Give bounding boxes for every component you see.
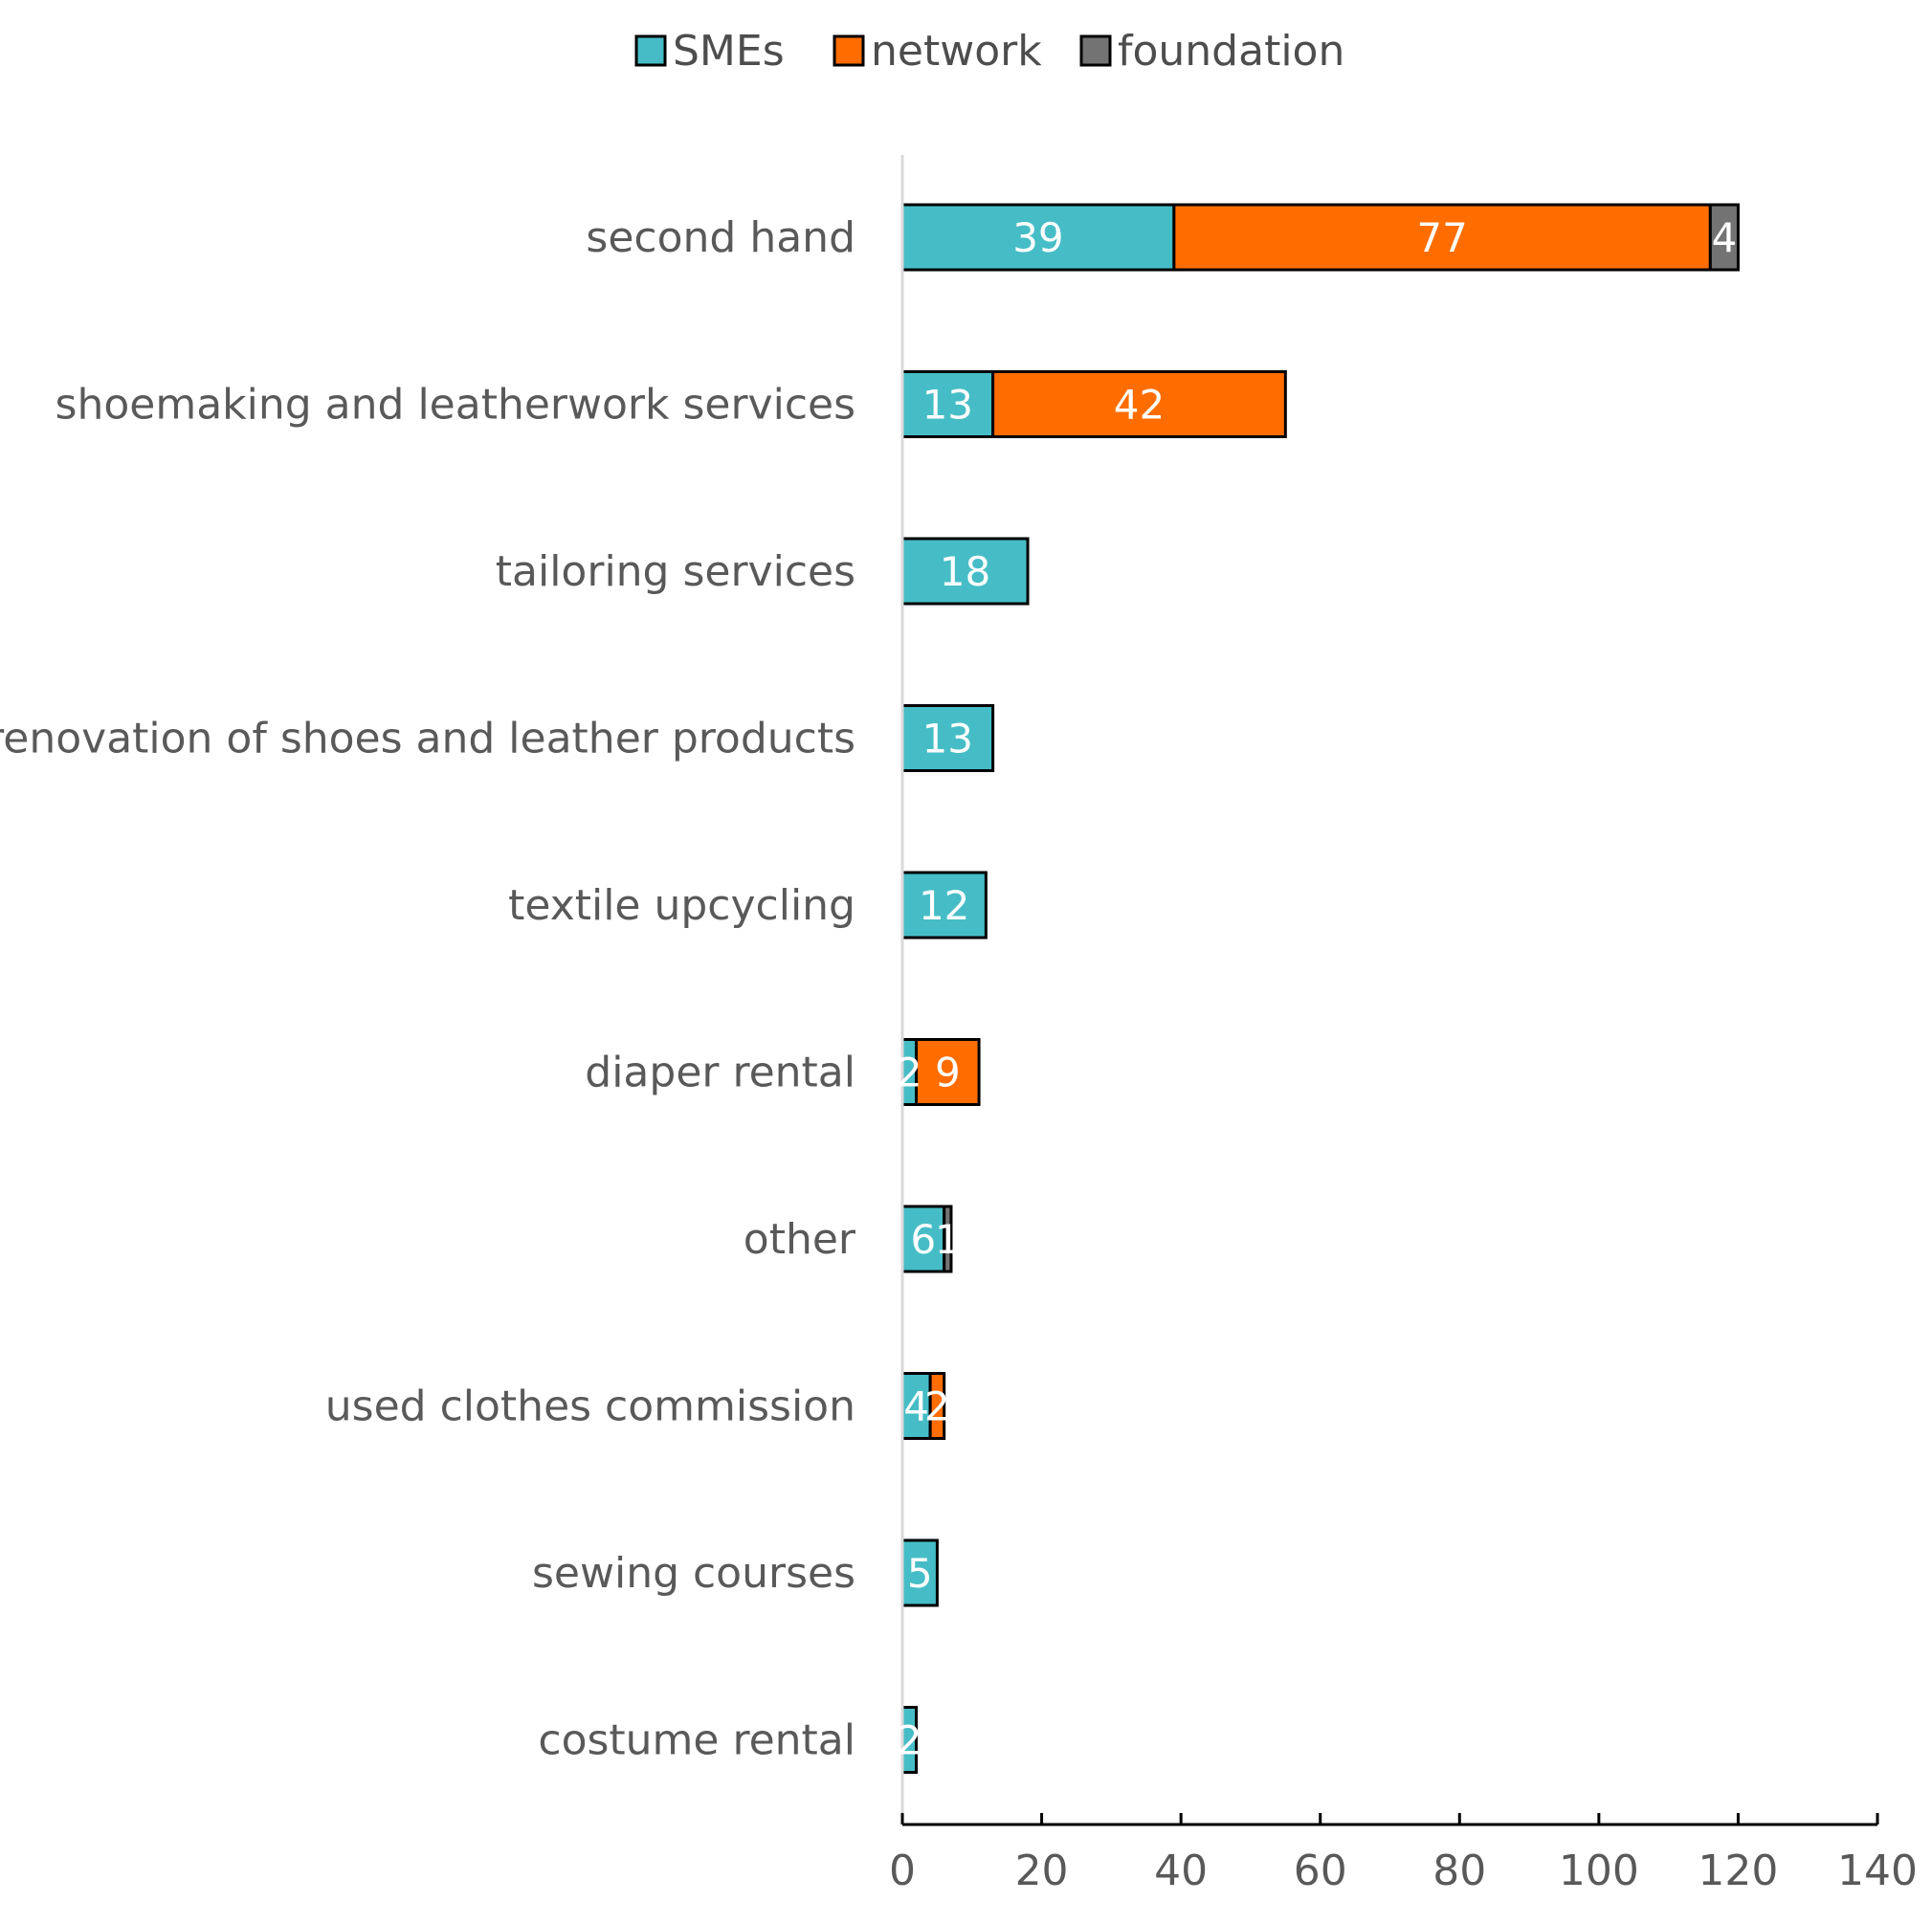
data-label-smes-tailoring-services: 18 [940, 548, 990, 595]
category-label: used clothes commission [325, 1382, 855, 1431]
legend-swatch-foundation [1079, 34, 1112, 67]
x-tick-label: 120 [1698, 1847, 1778, 1895]
x-tick-label: 40 [1154, 1847, 1208, 1895]
data-label-smes-used-clothes-commission: 4 [903, 1383, 929, 1430]
data-label-smes-sewing-courses: 5 [907, 1550, 933, 1597]
data-label-smes-other: 6 [910, 1216, 936, 1263]
data-label-smes-diaper-rental: 2 [897, 1050, 922, 1096]
data-label-smes-second-hand: 39 [1012, 214, 1063, 261]
data-label-foundation-second-hand: 4 [1712, 214, 1738, 261]
x-tick-label: 20 [1015, 1847, 1069, 1895]
data-label-network-second-hand: 77 [1416, 214, 1467, 261]
legend-label-foundation: foundation [1118, 27, 1344, 76]
category-label: tailoring services [496, 547, 855, 596]
legend-label-smes: SMEs [673, 27, 785, 76]
category-label: other [744, 1215, 856, 1264]
category-label: costume rental [538, 1716, 855, 1765]
bar-smes-used-clothes-commission [900, 1372, 932, 1440]
data-label-network-shoemaking-and-leatherwork-services: 42 [1114, 382, 1165, 429]
data-label-smes-renovation-of-shoes-and-leather-products: 13 [922, 716, 973, 763]
legend: SMEs network foundation [634, 27, 1344, 76]
axes: 0 20 40 60 80 100 120 140 [889, 155, 1918, 1895]
category-label: shoemaking and leatherwork services [56, 381, 855, 430]
data-label-smes-shoemaking-and-leatherwork-services: 13 [922, 382, 973, 429]
bar-foundation-other [943, 1205, 953, 1273]
x-tick-label: 100 [1559, 1847, 1639, 1895]
data-label-smes-textile-upcycling: 12 [919, 882, 969, 929]
bar-smes-renovation-of-shoes-and-leather-products [900, 704, 995, 772]
bars [900, 203, 1740, 1774]
bar-smes-sewing-courses [900, 1538, 939, 1607]
data-label-foundation-other: 1 [935, 1216, 961, 1263]
legend-swatch-smes [634, 34, 667, 67]
bar-network-shoemaking-and-leatherwork-services [991, 370, 1287, 438]
data-label-smes-costume-rental: 2 [897, 1717, 922, 1764]
legend-label-network: network [871, 27, 1042, 76]
bar-network-second-hand [1172, 203, 1712, 272]
data-label-network-diaper-rental: 9 [935, 1050, 961, 1096]
x-tick-label: 0 [889, 1847, 916, 1895]
x-tick-label: 60 [1294, 1847, 1347, 1895]
category-label: renovation of shoes and leather products [0, 715, 855, 763]
bar-network-used-clothes-commission [928, 1372, 946, 1440]
bar-network-diaper-rental [915, 1038, 981, 1106]
bar-foundation-second-hand [1708, 203, 1740, 272]
legend-swatch-network [833, 34, 865, 67]
x-tick-label: 80 [1432, 1847, 1486, 1895]
category-label: textile upcycling [508, 881, 855, 930]
x-tick-label: 140 [1837, 1847, 1918, 1895]
data-label-network-used-clothes-commission: 2 [924, 1383, 950, 1430]
category-label: second hand [586, 213, 855, 262]
category-label: diaper rental [585, 1049, 855, 1097]
category-labels: second hand shoemaking and leatherwork se… [0, 213, 856, 1765]
category-label: sewing courses [532, 1549, 855, 1598]
